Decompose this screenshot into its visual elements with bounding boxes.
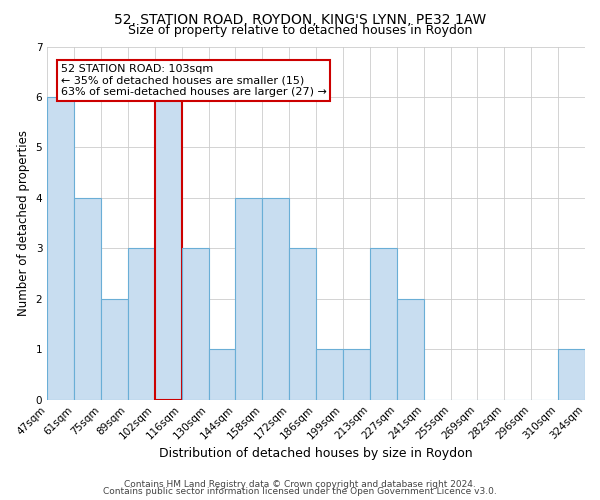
Text: Contains HM Land Registry data © Crown copyright and database right 2024.: Contains HM Land Registry data © Crown c… xyxy=(124,480,476,489)
Bar xyxy=(316,350,343,400)
Bar xyxy=(47,97,74,400)
Y-axis label: Number of detached properties: Number of detached properties xyxy=(17,130,30,316)
X-axis label: Distribution of detached houses by size in Roydon: Distribution of detached houses by size … xyxy=(159,447,473,460)
Bar xyxy=(262,198,289,400)
Text: Contains public sector information licensed under the Open Government Licence v3: Contains public sector information licen… xyxy=(103,487,497,496)
Bar xyxy=(235,198,262,400)
Bar xyxy=(558,350,585,400)
Text: 52 STATION ROAD: 103sqm
← 35% of detached houses are smaller (15)
63% of semi-de: 52 STATION ROAD: 103sqm ← 35% of detache… xyxy=(61,64,326,98)
Bar xyxy=(397,299,424,400)
Bar xyxy=(74,198,101,400)
Text: 52, STATION ROAD, ROYDON, KING'S LYNN, PE32 1AW: 52, STATION ROAD, ROYDON, KING'S LYNN, P… xyxy=(114,12,486,26)
Bar xyxy=(370,248,397,400)
Bar xyxy=(101,299,128,400)
Bar xyxy=(182,248,209,400)
Bar xyxy=(289,248,316,400)
Text: Size of property relative to detached houses in Roydon: Size of property relative to detached ho… xyxy=(128,24,472,37)
Bar xyxy=(128,248,155,400)
Bar xyxy=(343,350,370,400)
Bar xyxy=(155,97,182,400)
Bar xyxy=(209,350,235,400)
